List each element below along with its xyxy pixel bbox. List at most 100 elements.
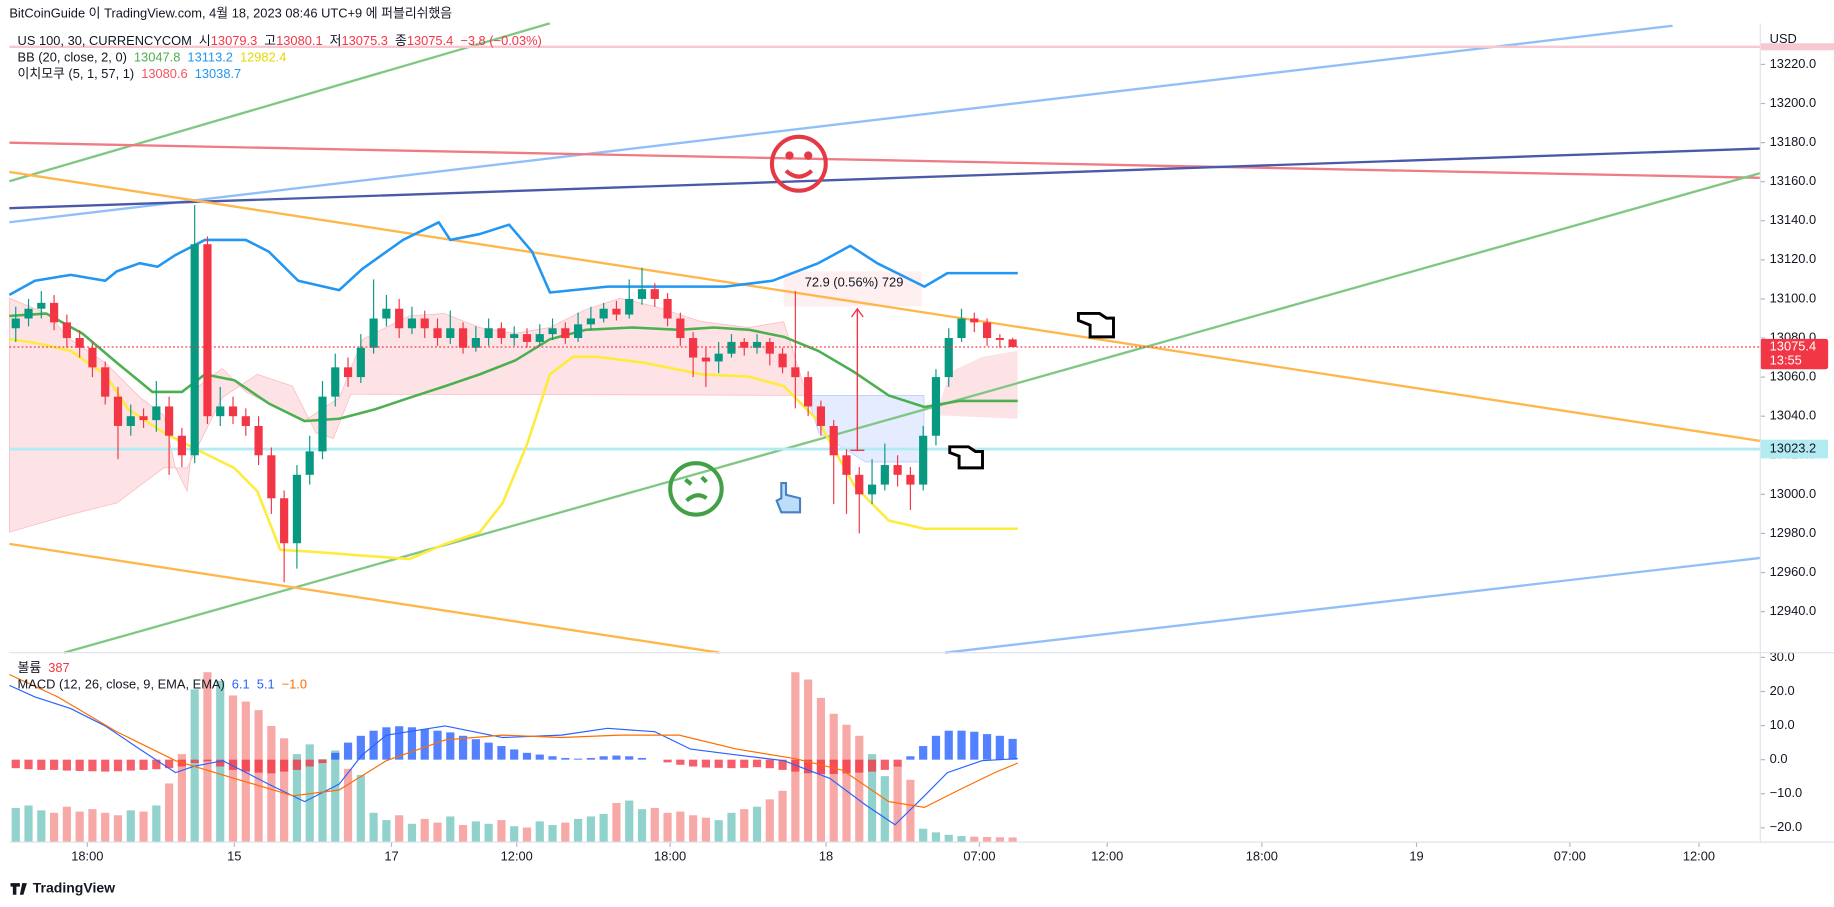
candle-body [292, 474, 302, 544]
x-tick-label: 18:00 [654, 849, 686, 864]
histogram-bar [331, 752, 340, 760]
candle-body [497, 328, 506, 339]
volume-bar [433, 822, 442, 843]
volume-bar [88, 809, 97, 843]
volume-bar [62, 806, 71, 843]
candle-body [280, 498, 289, 544]
histogram-bar [395, 726, 404, 760]
indicator-name: BB (20, close, 2, 0) [18, 50, 127, 65]
volume-bar [318, 759, 327, 843]
volume-bar [893, 765, 902, 843]
indicator-value: 13047.8 [134, 50, 180, 65]
macd-value: 5.1 [257, 677, 275, 692]
volume-bar [139, 811, 148, 843]
candle-body [855, 474, 864, 495]
candle-body [778, 353, 787, 368]
candle-body [919, 435, 928, 485]
candle-body [561, 328, 570, 339]
histogram-bar [318, 759, 327, 764]
volume-bar [689, 815, 698, 843]
candle-body [740, 341, 749, 348]
histogram-bar [535, 754, 544, 760]
volume-bar [484, 823, 493, 843]
y-tick-label: 12960.0 [1770, 564, 1816, 579]
candle-body [931, 377, 941, 436]
macd-value: −1.0 [282, 677, 307, 692]
legend: US 100, 30, CURRENCYCOM 시13079.3 고13080.1 저… [18, 33, 542, 48]
histogram-bar [752, 759, 762, 768]
footer-logo: TradingView [10, 880, 115, 896]
volume-bar [254, 710, 263, 843]
histogram-bar [458, 735, 468, 760]
histogram-bar [931, 735, 941, 760]
trend-line [9, 24, 1673, 224]
volume-bar [765, 799, 774, 843]
candle-body [305, 451, 314, 475]
volume-bar [778, 790, 787, 843]
y-tick-label: 13120.0 [1770, 251, 1816, 266]
x-tick-label: 17 [384, 849, 398, 864]
macd-value: 6.1 [232, 677, 250, 692]
volume-bar [395, 815, 404, 843]
volume-bar [574, 818, 583, 843]
candle-body [880, 465, 889, 485]
histogram-bar [727, 759, 736, 769]
x-tick-label: 18:00 [71, 849, 103, 864]
histogram-bar [880, 759, 889, 770]
histogram-bar [152, 759, 161, 770]
volume-bar [458, 825, 468, 843]
volume-bar [727, 812, 736, 843]
hline-tag [1760, 439, 1829, 459]
histogram-bar [446, 732, 455, 760]
candle-body [267, 455, 276, 499]
volume-bar [586, 816, 595, 843]
volume-bar [510, 826, 519, 843]
volume-bar [331, 750, 340, 843]
candle-body [727, 341, 736, 354]
candle-body [382, 308, 391, 319]
candle-body [343, 367, 353, 378]
ichimoku-cloud-blue [806, 394, 925, 463]
volume-bar [420, 818, 429, 843]
histogram-bar [407, 727, 417, 760]
volume-bar [561, 822, 570, 843]
histogram-bar [829, 759, 838, 774]
histogram-bar [944, 730, 953, 760]
x-tick-label: 07:00 [963, 849, 995, 864]
candle-body [586, 318, 595, 325]
candle-body [62, 322, 71, 339]
volume-bar [701, 817, 710, 843]
last-price-tag [1760, 338, 1829, 370]
histogram-bar [75, 759, 84, 771]
hand-icon [775, 482, 802, 514]
histogram-bar [101, 759, 110, 772]
candle-body [190, 244, 199, 456]
histogram-bar [778, 759, 787, 770]
indicator-value: 12982.4 [240, 50, 286, 65]
candle-body [113, 396, 123, 426]
histogram-bar [906, 756, 915, 760]
volume-bar [49, 812, 59, 843]
volume-bar [791, 672, 800, 843]
x-tick-label: 15 [227, 849, 241, 864]
trend-line [9, 141, 1761, 179]
volume-bar [152, 805, 161, 843]
histogram-bar [433, 730, 442, 760]
x-tick-label: 12:00 [501, 849, 533, 864]
y-tick-label: 13200.0 [1770, 95, 1816, 110]
histogram-bar [471, 739, 480, 760]
candle-body [612, 308, 621, 315]
macd-line [9, 684, 1018, 826]
y-tick-label: 13220.0 [1770, 56, 1816, 71]
candle-body [548, 328, 557, 335]
candle-body [331, 367, 340, 397]
histogram-bar [548, 756, 557, 760]
histogram-bar [228, 759, 238, 770]
symbol: US 100, 30, CURRENCYCOM [18, 33, 192, 48]
histogram-bar [305, 759, 314, 767]
histogram-bar [267, 759, 276, 774]
countdown-label: 13:55 [1770, 352, 1802, 367]
histogram-bar [254, 759, 263, 773]
histogram-bar [11, 759, 20, 769]
